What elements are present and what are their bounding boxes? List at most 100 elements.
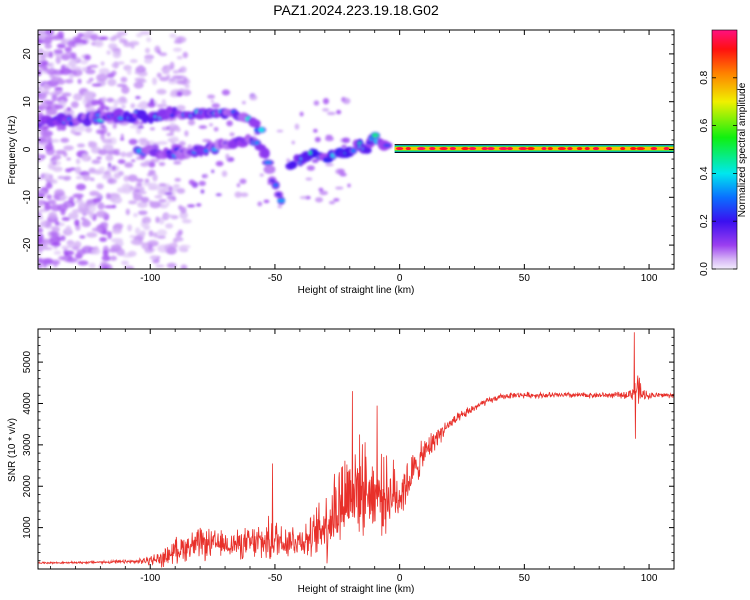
- heatmap-cell: [299, 196, 308, 200]
- heatmap-cell: [157, 187, 162, 196]
- heatmap-cell: [44, 36, 54, 42]
- heatmap-cell: [135, 96, 141, 100]
- heatmap-cell: [64, 46, 72, 52]
- heatmap-cell: [311, 158, 319, 163]
- heatmap-cell: [65, 51, 72, 55]
- heatmap-cell: [211, 103, 221, 109]
- heatmap-cell: [45, 68, 58, 75]
- heatmap-cell: [168, 199, 174, 203]
- heatmap-cell: [277, 198, 286, 203]
- heatmap-cell: [47, 178, 55, 182]
- heatmap-cell: [63, 145, 74, 151]
- heatmap-cell: [176, 55, 183, 60]
- heatmap-cell: [79, 235, 86, 239]
- heatmap-cell: [157, 141, 168, 145]
- heatmap-cell: [127, 224, 133, 232]
- heatmap-cell: [161, 98, 167, 107]
- heatmap-cell: [226, 120, 233, 127]
- heatmap-cell: [132, 193, 143, 201]
- heatmap-cell: [313, 100, 320, 106]
- heatmap-cell: [324, 136, 334, 142]
- heatmap-cell: [326, 111, 336, 116]
- heatmap-cell: [172, 237, 179, 244]
- heatmap-cell: [137, 201, 148, 209]
- heatmap-cell: [129, 59, 138, 63]
- colorbar-label: Normalized spectral amplitude: [737, 82, 748, 217]
- heatmap-cell: [110, 255, 117, 261]
- y-tick-label: -10: [22, 190, 33, 205]
- heatmap-cell: [167, 80, 178, 85]
- heatmap-cell: [91, 248, 101, 255]
- heatmap-cell: [135, 182, 143, 187]
- heatmap-cell: [60, 54, 71, 61]
- heatmap-cell: [248, 119, 261, 128]
- x-tick-label: -50: [268, 273, 283, 284]
- heatmap-cell: [198, 125, 208, 129]
- heatmap-cell: [179, 66, 187, 73]
- heatmap-cell: [112, 50, 122, 59]
- carrier-peak: [592, 147, 600, 151]
- heatmap-cell: [139, 121, 143, 125]
- heatmap-cell: [102, 144, 114, 152]
- heatmap-cell: [200, 189, 205, 194]
- heatmap-cell: [101, 96, 107, 103]
- heatmap-cell: [38, 105, 47, 111]
- spectrogram-ridges: [394, 144, 674, 153]
- heatmap-cell: [96, 73, 108, 82]
- heatmap-cell: [86, 200, 94, 204]
- heatmap-cell: [40, 134, 52, 143]
- heatmap-cell: [59, 197, 66, 202]
- heatmap-cell: [257, 201, 263, 207]
- heatmap-cell: [171, 75, 183, 79]
- heatmap-cell: [209, 123, 214, 127]
- heatmap-cell: [43, 172, 51, 180]
- heatmap-cell: [350, 148, 357, 154]
- heatmap-cell: [43, 83, 51, 89]
- heatmap-cell: [69, 51, 75, 59]
- heatmap-cell: [60, 235, 66, 241]
- heatmap-cell: [108, 43, 118, 50]
- heatmap-cell: [276, 129, 284, 133]
- snr-line: [38, 332, 674, 568]
- heatmap-cell: [149, 255, 158, 261]
- heatmap-cell: [184, 130, 189, 137]
- y-tick-label: 0: [22, 146, 33, 152]
- heatmap-cell: [176, 91, 183, 97]
- heatmap-cell: [166, 125, 170, 131]
- heatmap-cell: [55, 149, 67, 155]
- heatmap-cell: [100, 132, 105, 141]
- heatmap-cell: [57, 175, 65, 180]
- heatmap-cell: [149, 98, 155, 105]
- carrier-peak: [449, 147, 457, 151]
- carrier-peak: [481, 147, 488, 151]
- heatmap-cell: [106, 97, 115, 103]
- heatmap-cell: [73, 209, 81, 213]
- spectrogram-heatmap: [38, 30, 393, 269]
- heatmap-cell: [136, 104, 145, 109]
- heatmap-cell: [54, 221, 60, 226]
- heatmap-cell: [198, 180, 206, 187]
- heatmap-cell: [139, 230, 146, 237]
- heatmap-cell: [269, 179, 275, 183]
- heatmap-cell: [144, 178, 150, 183]
- heatmap-cell: [74, 240, 82, 249]
- heatmap-cell: [88, 64, 99, 68]
- heatmap-cell: [158, 216, 165, 225]
- heatmap-cell: [371, 133, 379, 138]
- heatmap-cell: [106, 150, 119, 155]
- heatmap-cell: [137, 125, 144, 129]
- heatmap-cell: [127, 250, 137, 257]
- heatmap-cell: [89, 177, 95, 182]
- heatmap-cell: [60, 137, 70, 143]
- heatmap-cell: [137, 64, 144, 71]
- heatmap-cell: [83, 218, 89, 225]
- heatmap-cell: [129, 125, 141, 129]
- heatmap-cell: [97, 202, 105, 210]
- heatmap-cell: [38, 258, 50, 265]
- heatmap-cell: [81, 67, 87, 72]
- heatmap-cell: [43, 39, 49, 45]
- heatmap-cell: [77, 78, 82, 85]
- carrier-peak: [468, 147, 477, 151]
- heatmap-cell: [159, 76, 169, 82]
